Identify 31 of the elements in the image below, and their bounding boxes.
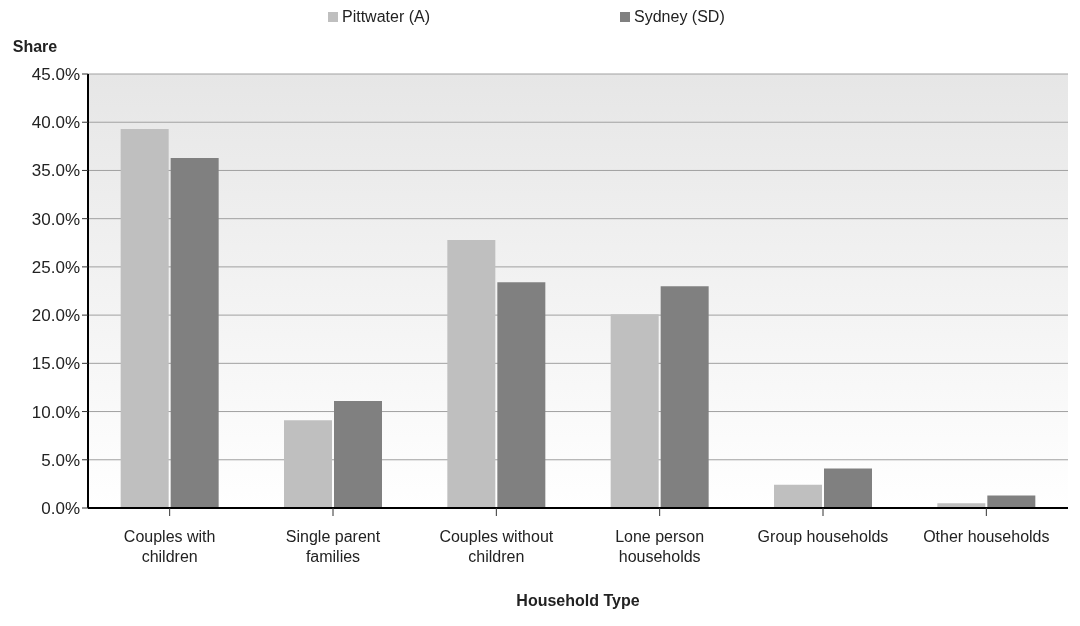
y-tick-label: 0.0% (41, 499, 80, 519)
bar (987, 495, 1036, 508)
y-tick-label: 30.0% (31, 209, 80, 229)
x-tick-label: Couples with children (123, 528, 216, 565)
y-tick-label: 45.0% (31, 65, 80, 85)
y-tick-label: 15.0% (31, 354, 80, 374)
x-tick-label: Group households (757, 528, 889, 545)
bar (497, 282, 546, 508)
y-tick-label: 35.0% (31, 161, 80, 181)
x-axis-title: Household Type (516, 592, 640, 609)
y-tick-label: 40.0% (31, 113, 80, 133)
bar (334, 400, 382, 508)
x-tick-label: Other households (923, 528, 1050, 545)
x-tick-label: Single parent families (285, 528, 381, 565)
bar (447, 239, 496, 508)
bar (774, 484, 822, 508)
bar (660, 286, 709, 508)
y-tick-label: 25.0% (31, 257, 80, 277)
legend-label: Pittwater (A) (342, 8, 431, 26)
legend-label: Sydney (SD) (634, 8, 725, 26)
y-tick-label: 20.0% (31, 306, 80, 326)
y-tick-label: 5.0% (41, 450, 80, 470)
x-tick-label: Couples without children (439, 528, 554, 565)
bar (284, 420, 332, 508)
bar (824, 468, 872, 508)
bar (170, 157, 219, 508)
x-tick-label: Lone person households (615, 528, 705, 565)
y-axis-title: Share (12, 38, 58, 55)
bar (610, 314, 659, 508)
y-tick-label: 10.0% (31, 402, 80, 422)
bar (120, 128, 169, 508)
